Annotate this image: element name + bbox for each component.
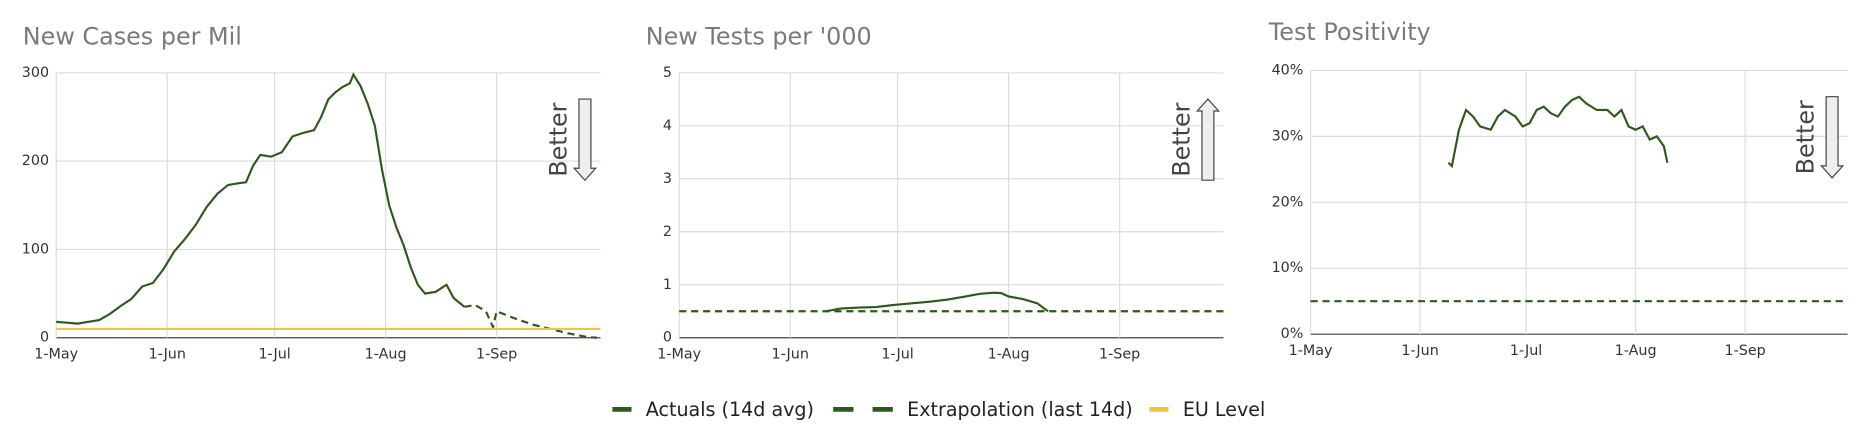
x-tick-label: 1-Jul — [258, 346, 290, 362]
x-tick-label: 1-Sep — [1099, 346, 1140, 362]
y-tick-label: 0% — [1281, 326, 1304, 342]
better-label: Better — [544, 102, 572, 176]
better-arrow — [1820, 96, 1845, 179]
x-tick-label: 1-Jul — [1510, 343, 1542, 359]
y-tick-label: 5 — [663, 65, 672, 81]
data-line — [464, 303, 597, 339]
x-tick-label: 1-Sep — [476, 346, 517, 362]
y-tick-label: 1 — [663, 277, 672, 293]
x-tick-label: 1-Aug — [365, 346, 407, 362]
x-tick-label: 1-Aug — [988, 346, 1030, 362]
x-tick-label: 1-Jul — [881, 346, 913, 362]
y-tick-label: 30% — [1272, 128, 1304, 144]
y-tick-label: 4 — [663, 118, 672, 134]
data-line — [825, 291, 1049, 313]
data-line — [56, 72, 466, 325]
chart-title: Test Positivity — [1268, 18, 1431, 46]
chart-title: New Cases per Mil — [23, 23, 242, 51]
data-line — [1447, 95, 1669, 169]
legend-label: Extrapolation (last 14d) — [907, 398, 1132, 421]
x-tick-label: 1-May — [1289, 343, 1333, 359]
y-tick-label: 200 — [22, 153, 49, 169]
legend-label: EU Level — [1183, 398, 1265, 421]
better-label: Better — [1167, 102, 1195, 176]
y-tick-label: 300 — [22, 65, 49, 81]
y-tick-label: 2 — [663, 224, 672, 240]
better-label: Better — [1792, 100, 1820, 174]
legend-label: Actuals (14d avg) — [646, 398, 814, 421]
x-tick-label: 1-Jun — [1401, 343, 1438, 359]
y-tick-label: 40% — [1272, 62, 1304, 78]
y-tick-label: 20% — [1272, 194, 1304, 210]
x-tick-label: 1-Aug — [1615, 343, 1657, 359]
y-tick-label: 0 — [40, 330, 49, 346]
y-tick-label: 3 — [663, 171, 672, 187]
x-tick-label: 1-Sep — [1725, 343, 1766, 359]
y-tick-label: 10% — [1272, 260, 1304, 276]
y-tick-label: 100 — [22, 241, 49, 257]
x-tick-label: 1-Jun — [771, 346, 808, 362]
chart-title: New Tests per '000 — [646, 23, 872, 51]
x-tick-label: 1-May — [657, 346, 701, 362]
x-tick-label: 1-May — [34, 346, 78, 362]
y-tick-label: 0 — [663, 330, 672, 346]
x-tick-label: 1-Jun — [148, 346, 185, 362]
better-arrow — [572, 98, 598, 182]
better-arrow — [1195, 98, 1220, 181]
